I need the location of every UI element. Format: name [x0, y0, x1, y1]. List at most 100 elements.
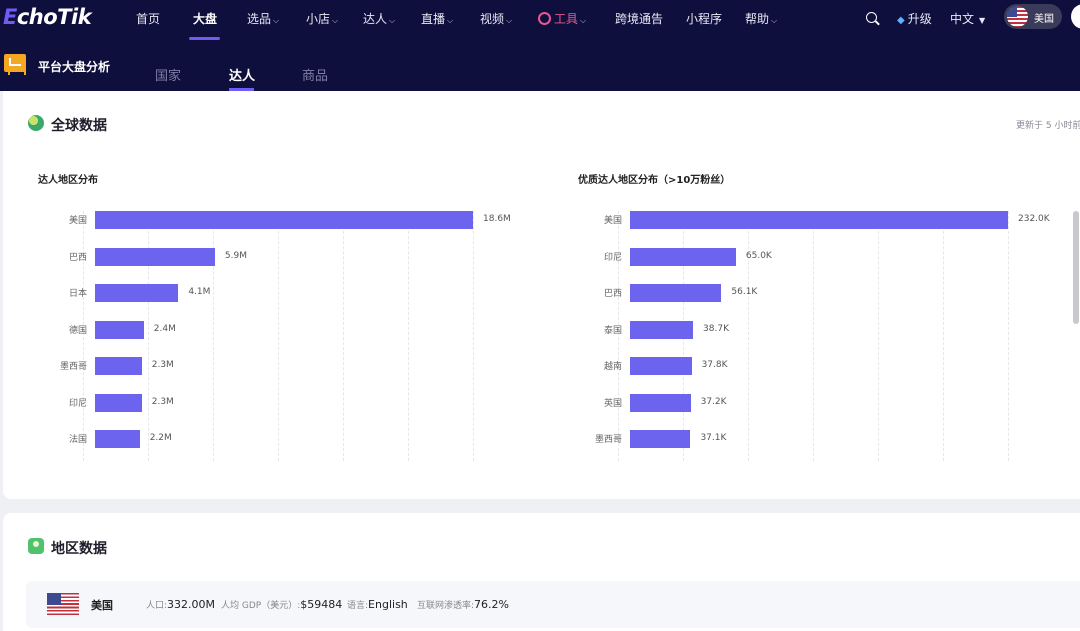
bar-row: 巴西 56.1K — [604, 284, 1008, 302]
bar[interactable] — [630, 357, 692, 375]
bar-row: 墨西哥 2.3M — [60, 357, 473, 375]
bar-row: 日本 4.1M — [69, 284, 473, 302]
page-title: 平台大盘分析 — [38, 60, 111, 74]
section-title-global: 全球数据 — [51, 118, 107, 134]
nav-live[interactable]: 直播 ⌵ — [421, 12, 454, 26]
chevron-down-icon: ⌵ — [332, 16, 339, 25]
nav-videos[interactable]: 视频 ⌵ — [480, 12, 513, 26]
bar[interactable] — [95, 430, 140, 448]
value-label: 2.3M — [151, 396, 174, 407]
category-label: 巴西 — [603, 289, 622, 299]
active-tab-indicator — [229, 88, 254, 91]
upgrade-button[interactable]: ◆ 升级 — [897, 12, 932, 26]
category-label: 墨西哥 — [59, 362, 87, 372]
nav-shops[interactable]: 小店 ⌵ — [306, 12, 339, 26]
bar[interactable] — [630, 211, 1008, 229]
value-label: 65.0K — [745, 250, 772, 261]
nav-products[interactable]: 选品 ⌵ — [247, 12, 280, 26]
gdp-stat: 人均 GDP（美元）:$59484 — [221, 598, 343, 611]
bar[interactable] — [630, 393, 691, 412]
grid-line — [618, 211, 619, 461]
echotik-logo[interactable]: EchoTik — [3, 5, 92, 29]
language-select[interactable]: 中文 ▼ — [950, 12, 986, 26]
chevron-down-icon: ⌵ — [273, 16, 280, 25]
value-label: 5.9M — [224, 250, 247, 261]
chevron-down-icon: ⌵ — [389, 16, 396, 25]
bar-row: 越南 37.8K — [604, 357, 1008, 375]
grid-line — [148, 211, 149, 461]
bar-row: 巴西 5.9M — [69, 247, 473, 266]
bar[interactable] — [95, 393, 142, 412]
bar[interactable] — [630, 320, 694, 339]
population-stat: 人口:332.00M — [146, 598, 216, 611]
bar[interactable] — [630, 247, 736, 266]
value-label: 37.8K — [701, 360, 728, 370]
bar[interactable] — [630, 284, 722, 302]
us-flag-icon — [1007, 6, 1028, 27]
nav-help[interactable]: 帮助 ⌵ — [745, 12, 778, 26]
value-label: 37.2K — [700, 396, 727, 407]
value-label: 38.7K — [703, 323, 729, 334]
sub-nav: 平台大盘分析 国家 达人 商品 — [0, 40, 1080, 91]
grid-line — [278, 211, 279, 461]
logo-text: choTik — [16, 5, 92, 29]
bar-row: 德国 2.4M — [69, 320, 473, 339]
nav-tools[interactable]: 工具 ⌵ — [538, 10, 586, 27]
bar-row: 印尼 2.3M — [69, 393, 473, 412]
region-select[interactable]: 美国 — [1004, 4, 1062, 29]
category-label: 巴西 — [68, 252, 87, 263]
chart-scrollbar[interactable] — [1073, 211, 1079, 324]
value-label: 37.1K — [700, 433, 727, 443]
category-label: 泰国 — [603, 325, 622, 336]
language-stat: 语言:English — [347, 598, 408, 611]
value-label: 56.1K — [731, 287, 758, 297]
bar-row: 泰国 38.7K — [604, 320, 1008, 339]
tab-products[interactable]: 商品 — [302, 69, 329, 84]
chevron-down-icon: ⌵ — [771, 16, 778, 25]
global-data-card: 全球数据 更新于 5 小时前 达人地区分布 优质达人地区分布（>10万粉丝） 美… — [3, 91, 1080, 499]
grid-line — [83, 211, 84, 461]
category-label: 日本 — [68, 289, 87, 299]
chevron-down-icon: ⌵ — [580, 16, 587, 25]
category-label: 英国 — [603, 398, 622, 409]
chart-board-icon — [4, 54, 26, 75]
value-label: 232.0K — [1018, 214, 1050, 224]
updated-time: 更新于 5 小时前 — [1016, 121, 1080, 131]
us-flag-icon — [47, 593, 79, 615]
bar[interactable] — [95, 320, 144, 339]
value-label: 2.4M — [153, 323, 176, 334]
top-nav: EchoTik 首页 大盘 选品 ⌵ 小店 ⌵ 达人 ⌵ 直播 ⌵ 视频 ⌵ 工具 ⌵ 跨境… — [0, 0, 1080, 40]
diamond-icon: ◆ — [897, 15, 905, 26]
bar[interactable] — [630, 430, 691, 448]
region-name: 美国 — [91, 599, 113, 612]
region-row[interactable]: 美国 人口:332.00M 人均 GDP（美元）:$59484 语言:Engli… — [26, 581, 1080, 628]
region-label: 美国 — [1034, 14, 1054, 25]
chart-title-influencer-distribution: 达人地区分布 — [38, 175, 98, 186]
value-label: 18.6M — [483, 214, 511, 224]
grid-line — [213, 211, 214, 461]
tab-countries[interactable]: 国家 — [155, 69, 182, 84]
grid-line — [408, 211, 409, 461]
nav-influencers[interactable]: 达人 ⌵ — [363, 12, 396, 26]
section-title-region: 地区数据 — [51, 541, 107, 557]
tab-influencers[interactable]: 达人 — [229, 69, 256, 84]
search-icon[interactable] — [866, 12, 877, 23]
caret-down-icon: ▼ — [979, 16, 986, 25]
avatar[interactable] — [1071, 4, 1080, 29]
bar[interactable] — [95, 211, 473, 229]
category-label: 法国 — [68, 435, 87, 445]
nav-cross-border[interactable]: 跨境通告 — [615, 12, 664, 26]
chart-title-quality-distribution: 优质达人地区分布（>10万粉丝） — [578, 175, 731, 186]
nav-home[interactable]: 首页 — [136, 12, 161, 26]
nav-dashboard[interactable]: 大盘 — [193, 12, 218, 26]
quality-influencer-distribution-chart: 美国 232.0K 印尼 65.0K 巴西 56.1K 泰国 38.7K 越南 37.8K 英国 37… — [595, 211, 1050, 461]
bar[interactable] — [95, 284, 179, 302]
bar-row: 英国 37.2K — [604, 393, 1008, 412]
influencer-distribution-chart: 美国 18.6M 巴西 5.9M 日本 4.1M 德国 2.4M 墨西哥 2.3M 印尼 2.3M 法国… — [60, 211, 511, 461]
chevron-down-icon: ⌵ — [447, 16, 454, 25]
bar[interactable] — [95, 247, 215, 266]
bar-row: 美国 232.0K — [604, 211, 1050, 229]
globe-icon — [28, 115, 44, 131]
nav-mini-program[interactable]: 小程序 — [686, 12, 723, 26]
bar[interactable] — [95, 357, 142, 375]
